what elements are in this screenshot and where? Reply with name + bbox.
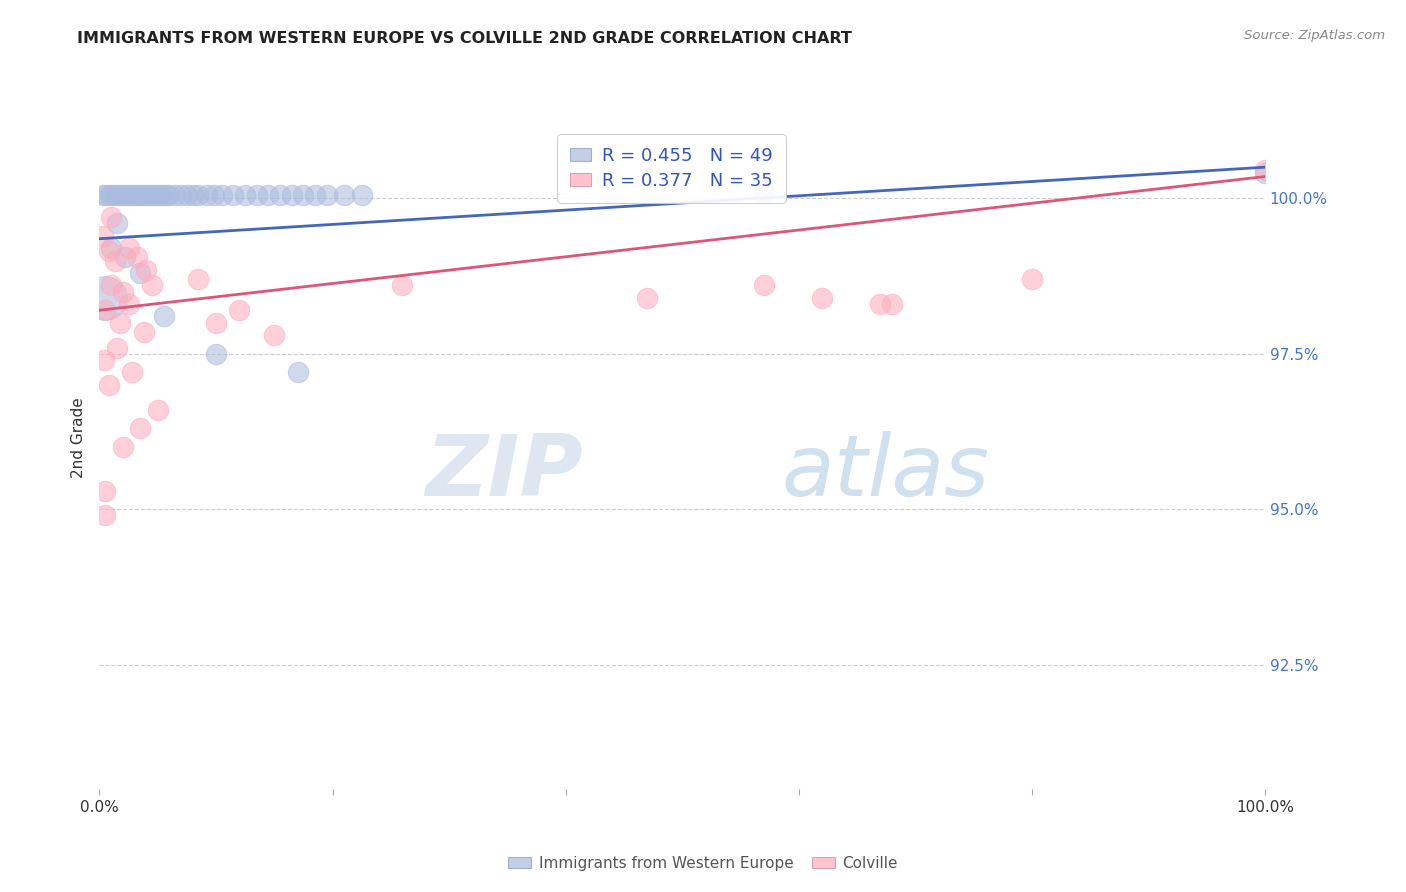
- Point: [222, 188, 245, 202]
- Point: [141, 188, 163, 202]
- Point: [292, 188, 315, 202]
- Point: [170, 188, 193, 202]
- Point: [129, 421, 152, 435]
- Point: [105, 341, 128, 355]
- Point: [131, 188, 153, 202]
- Point: [93, 353, 115, 368]
- Point: [97, 244, 120, 259]
- Point: [124, 188, 146, 202]
- Point: [205, 316, 228, 330]
- Text: ZIP: ZIP: [426, 432, 583, 515]
- Point: [1254, 163, 1277, 178]
- Point: [228, 303, 250, 318]
- Point: [135, 262, 157, 277]
- Point: [811, 291, 834, 305]
- Point: [287, 366, 309, 380]
- Point: [636, 291, 658, 305]
- Point: [350, 188, 373, 202]
- Point: [111, 285, 134, 299]
- Point: [120, 188, 142, 202]
- Point: [146, 402, 169, 417]
- Point: [94, 483, 117, 498]
- Point: [187, 188, 209, 202]
- Point: [211, 188, 233, 202]
- Point: [269, 188, 291, 202]
- Point: [94, 508, 117, 523]
- Point: [111, 440, 134, 454]
- Point: [152, 310, 174, 324]
- Y-axis label: 2nd Grade: 2nd Grade: [72, 397, 86, 478]
- Point: [165, 188, 187, 202]
- Point: [257, 188, 280, 202]
- Legend: Immigrants from Western Europe, Colville: Immigrants from Western Europe, Colville: [502, 850, 904, 877]
- Point: [187, 272, 209, 286]
- Legend: R = 0.455   N = 49, R = 0.377   N = 35: R = 0.455 N = 49, R = 0.377 N = 35: [557, 134, 786, 202]
- Text: Source: ZipAtlas.com: Source: ZipAtlas.com: [1244, 29, 1385, 42]
- Point: [202, 188, 225, 202]
- Point: [98, 188, 121, 202]
- Point: [121, 366, 143, 380]
- Point: [1254, 166, 1277, 180]
- Text: atlas: atlas: [782, 432, 990, 515]
- Point: [105, 216, 128, 230]
- Point: [129, 266, 152, 280]
- Point: [94, 303, 117, 318]
- Point: [205, 347, 228, 361]
- Point: [91, 188, 114, 202]
- Point: [100, 241, 122, 255]
- Point: [105, 188, 128, 202]
- Point: [103, 188, 125, 202]
- Point: [195, 188, 218, 202]
- Point: [112, 188, 135, 202]
- Point: [114, 251, 136, 265]
- Point: [752, 185, 775, 199]
- Point: [150, 188, 173, 202]
- Point: [134, 188, 156, 202]
- Point: [97, 377, 120, 392]
- Point: [117, 188, 139, 202]
- Point: [125, 251, 148, 265]
- Point: [315, 188, 337, 202]
- Point: [246, 188, 269, 202]
- Point: [100, 278, 122, 293]
- Point: [117, 297, 139, 311]
- Point: [391, 278, 413, 293]
- Point: [103, 253, 125, 268]
- Point: [91, 228, 114, 243]
- Point: [233, 188, 256, 202]
- Point: [138, 188, 160, 202]
- Point: [110, 188, 132, 202]
- Point: [117, 241, 139, 255]
- Text: IMMIGRANTS FROM WESTERN EUROPE VS COLVILLE 2ND GRADE CORRELATION CHART: IMMIGRANTS FROM WESTERN EUROPE VS COLVIL…: [77, 31, 852, 46]
- Point: [869, 297, 891, 311]
- Point: [280, 188, 302, 202]
- Point: [157, 188, 180, 202]
- Point: [100, 210, 122, 224]
- Point: [176, 188, 198, 202]
- Point: [333, 188, 356, 202]
- Point: [752, 278, 775, 293]
- Point: [132, 325, 155, 339]
- Point: [1021, 272, 1043, 286]
- Point: [145, 188, 167, 202]
- Point: [181, 188, 204, 202]
- Point: [263, 328, 285, 343]
- Point: [141, 278, 163, 293]
- Point: [148, 188, 170, 202]
- Point: [94, 291, 117, 305]
- Point: [127, 188, 149, 202]
- Point: [155, 188, 177, 202]
- Point: [880, 297, 903, 311]
- Point: [110, 316, 132, 330]
- Point: [304, 188, 326, 202]
- Point: [96, 188, 118, 202]
